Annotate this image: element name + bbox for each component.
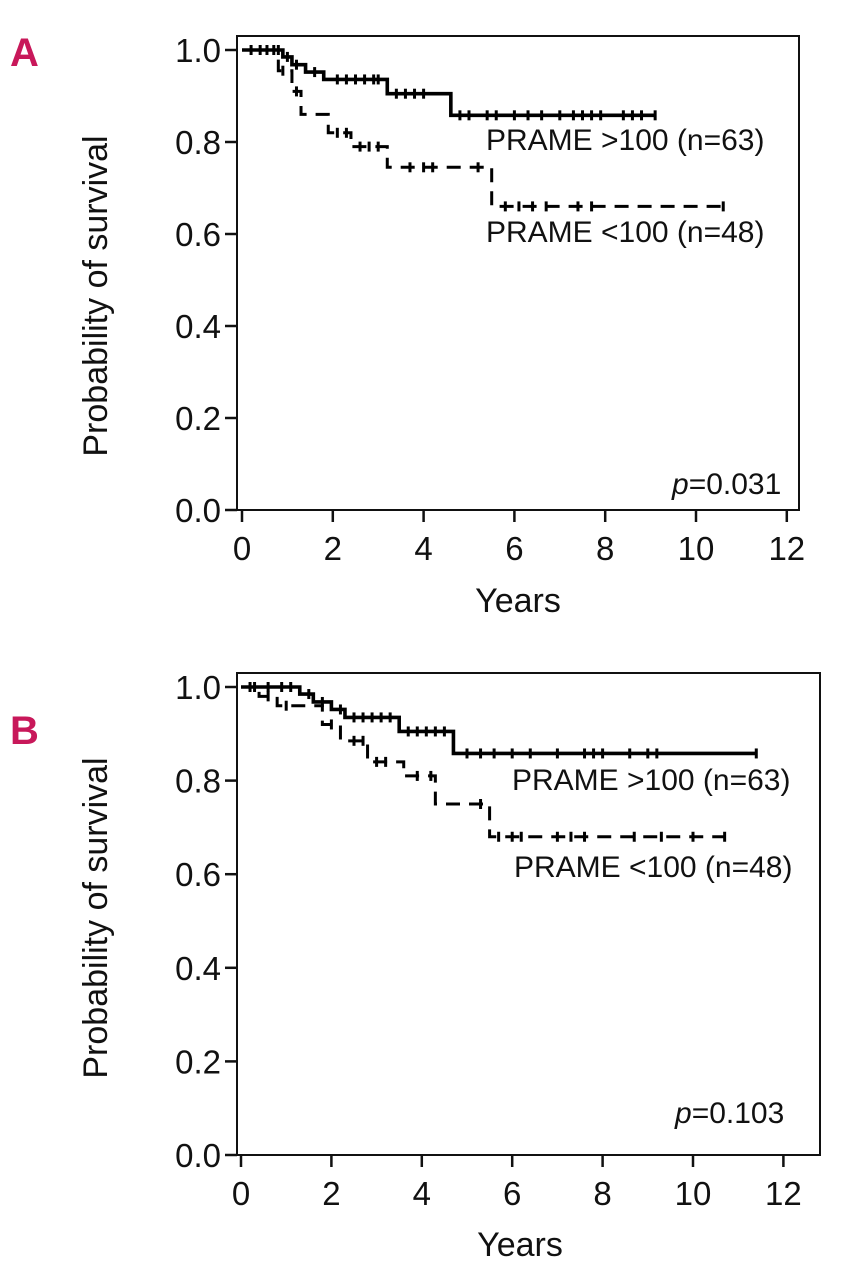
panel-a-y-label: Probability of survival: [77, 135, 115, 456]
panel-b-p-value: p=0.103: [674, 1097, 784, 1130]
panel-b-y-tick-label: 0.6: [175, 856, 221, 893]
panel-a-y-tick-label: 0.2: [175, 400, 221, 437]
panel-a-plot-frame: [236, 35, 800, 511]
panel-a-y-tick-label: 0.0: [175, 492, 221, 529]
panel-b-x-tick-label: 6: [503, 1175, 521, 1212]
panel-b-x-tick-label: 2: [322, 1175, 340, 1212]
panel-b-y-tick-label: 0.4: [175, 950, 221, 987]
panel-a-y-tick-label: 0.6: [175, 216, 221, 253]
panel-b-y-tick-label: 0.2: [175, 1043, 221, 1080]
panel-a-y-tick-label: 0.8: [175, 124, 221, 161]
panel-b-y-tick-label: 1.0: [175, 669, 221, 706]
panel-a-x-tick-label: 6: [505, 530, 523, 567]
panel-b-p-value-number: =0.103: [692, 1097, 785, 1130]
panel-b-x-tick-label: 0: [232, 1175, 250, 1212]
panel-b-x-tick-label: 10: [675, 1175, 712, 1212]
panel-a-x-tick-label: 8: [596, 530, 614, 567]
panel-b-letter: B: [10, 709, 39, 753]
panel-b-curves: [241, 682, 758, 842]
panel-a-y-tick-label: 1.0: [175, 32, 221, 69]
panel-b-legend-prame-high: PRAME >100 (n=63): [512, 764, 790, 797]
panel-a-x-axis: 0 2 4 6 8 10 12: [233, 510, 805, 567]
panel-b-x-tick-label: 12: [765, 1175, 802, 1212]
panel-a-y-axis: 0.0 0.2 0.4 0.6 0.8 1.0: [175, 32, 237, 529]
panel-a-letter: A: [10, 31, 39, 75]
panel-a-curves: [242, 45, 725, 212]
panel-a-x-label: Years: [475, 582, 561, 620]
panel-b-plot-frame: [236, 672, 821, 1156]
panel-b-x-axis: 0 2 4 6 8 10 12: [232, 1155, 802, 1212]
panel-a-legend-prame-low: PRAME <100 (n=48): [486, 216, 764, 249]
panel-b-p-value-prefix: p: [674, 1097, 692, 1130]
panel-a-legend-prame-high: PRAME >100 (n=63): [486, 124, 764, 157]
panel-b-y-tick-label: 0.0: [175, 1137, 221, 1174]
panel-a-x-tick-label: 4: [414, 530, 432, 567]
panel-b-x-label: Years: [477, 1226, 563, 1264]
panel-a-p-value: p=0.031: [671, 468, 781, 501]
panel-b: B 0.0 0.2 0.4 0.6 0.8 1.0 0 2 4 6 8 10 12 Probabili…: [10, 669, 821, 1264]
panel-b-x-tick-label: 4: [413, 1175, 431, 1212]
panel-a-x-tick-label: 10: [678, 530, 715, 567]
panel-a-curve-prame-high: [242, 48, 656, 118]
panel-b-x-tick-label: 8: [593, 1175, 611, 1212]
panel-a-x-tick-label: 12: [768, 530, 805, 567]
panel-a-p-value-prefix: p: [671, 468, 689, 501]
panel-a-y-tick-label: 0.4: [175, 308, 221, 345]
panel-b-curve-prame-low: [241, 685, 725, 839]
panel-a-p-value-number: =0.031: [689, 468, 782, 501]
panel-a-x-tick-label: 0: [233, 530, 251, 567]
panel-a: A 0.0 0.2 0.4 0.6 0.8 1.0 0 2 4 6 8 10 12 Probabili…: [10, 31, 805, 620]
panel-b-y-axis: 0.0 0.2 0.4 0.6 0.8 1.0: [175, 669, 237, 1174]
panel-b-y-tick-label: 0.8: [175, 763, 221, 800]
panel-b-curve-prame-high: [241, 685, 757, 756]
panel-a-x-tick-label: 2: [324, 530, 342, 567]
panel-b-y-label: Probability of survival: [77, 757, 115, 1078]
panel-b-legend-prame-low: PRAME <100 (n=48): [514, 851, 792, 884]
